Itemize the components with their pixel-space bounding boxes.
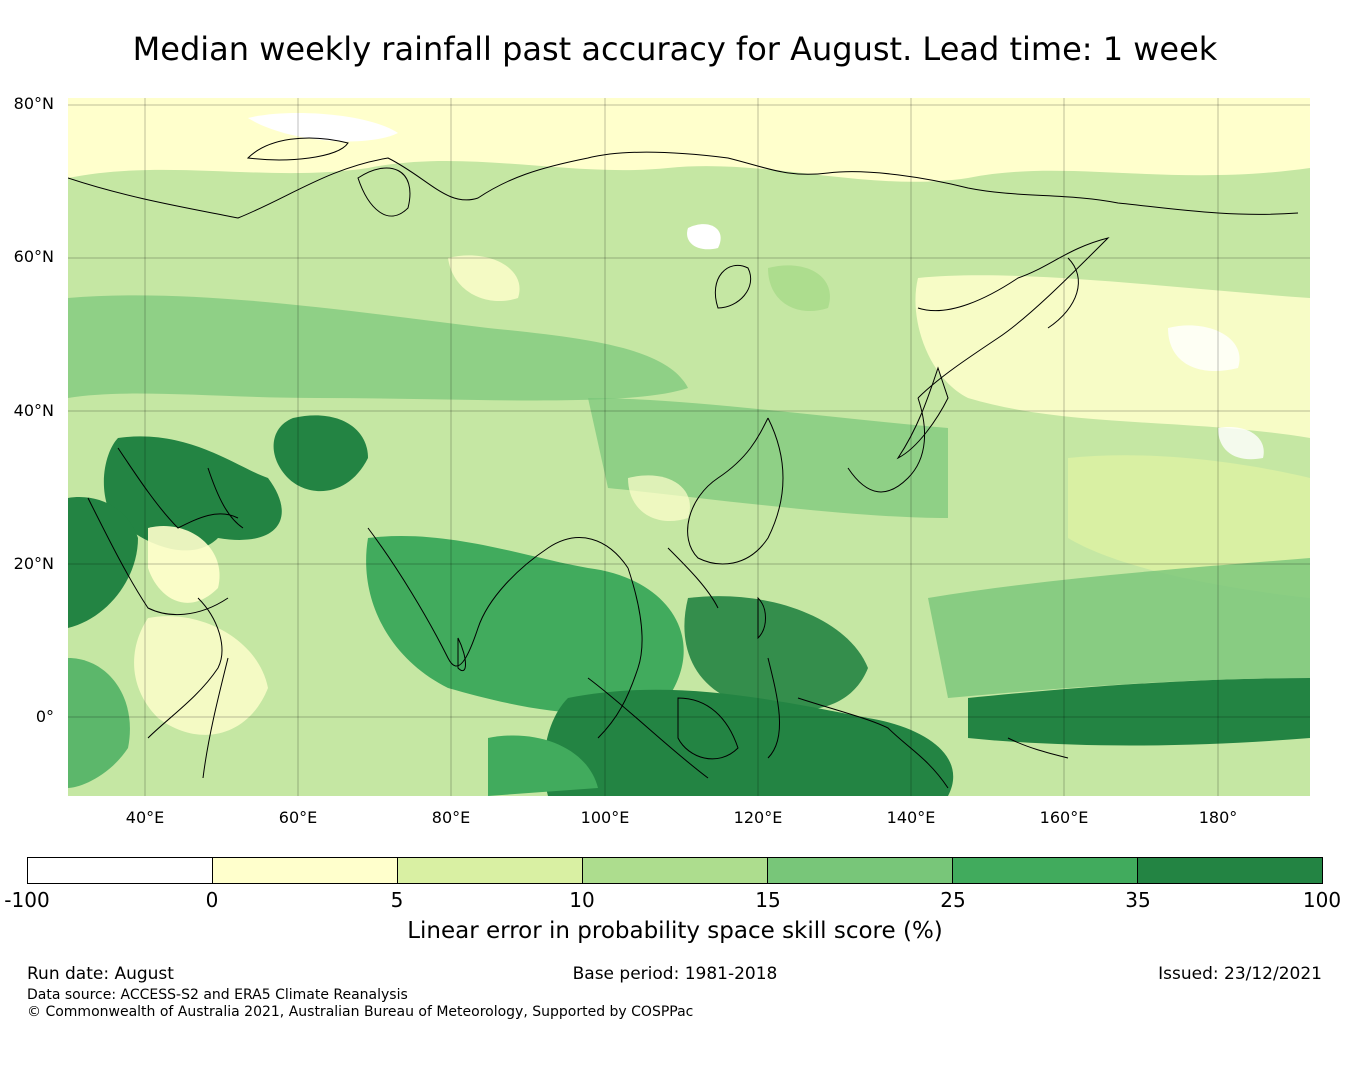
- lat-label-40n: 40°N: [13, 401, 54, 420]
- lon-label-140e: 140°E: [886, 808, 936, 827]
- colorbar-tick: 35: [1125, 888, 1151, 912]
- colorbar-segment: [583, 858, 768, 883]
- colorbar: [27, 857, 1323, 884]
- colorbar-tick: 5: [390, 888, 404, 912]
- colorbar-segment: [768, 858, 953, 883]
- colorbar-tick: 25: [940, 888, 966, 912]
- colorbar-tick: 10: [569, 888, 595, 912]
- copyright: © Commonwealth of Australia 2021, Austra…: [27, 1004, 694, 1020]
- lon-label-100e: 100°E: [580, 808, 630, 827]
- colorbar-segment: [398, 858, 583, 883]
- lat-label-60n: 60°N: [13, 247, 54, 266]
- coastlines: [68, 137, 1299, 789]
- lon-label-60e: 60°E: [278, 808, 318, 827]
- colorbar-tick: 100: [1302, 888, 1342, 912]
- lat-label-20n: 20°N: [13, 554, 54, 573]
- colorbar-segment: [28, 858, 213, 883]
- colorbar-tick: 15: [755, 888, 781, 912]
- lat-label-0: 0°: [35, 707, 54, 726]
- run-date: Run date: August: [27, 964, 174, 984]
- lon-label-160e: 160°E: [1039, 808, 1089, 827]
- lon-label-120e: 120°E: [733, 808, 783, 827]
- skill-score-field: [68, 98, 1310, 796]
- colorbar-segment: [953, 858, 1138, 883]
- lon-label-80e: 80°E: [431, 808, 471, 827]
- colorbar-segment: [1138, 858, 1322, 883]
- data-source: Data source: ACCESS-S2 and ERA5 Climate …: [27, 987, 408, 1003]
- lon-label-40e: 40°E: [125, 808, 165, 827]
- colorbar-label: Linear error in probability space skill …: [407, 918, 943, 944]
- colorbar-segment: [213, 858, 398, 883]
- issued-date: Issued: 23/12/2021: [1158, 964, 1322, 984]
- base-period: Base period: 1981-2018: [572, 964, 778, 984]
- colorbar-tick: -100: [4, 888, 50, 912]
- skill-score-map: [68, 98, 1310, 796]
- lat-label-80n: 80°N: [13, 94, 54, 113]
- map-title: Median weekly rainfall past accuracy for…: [132, 30, 1218, 68]
- colorbar-tick: 0: [205, 888, 219, 912]
- lon-label-180: 180°: [1198, 808, 1238, 827]
